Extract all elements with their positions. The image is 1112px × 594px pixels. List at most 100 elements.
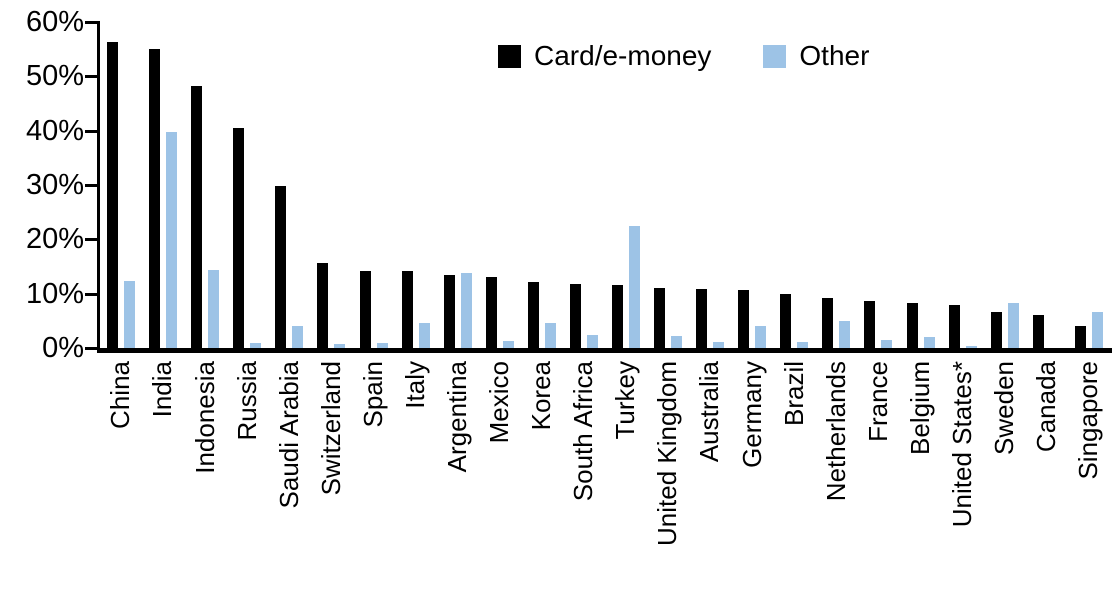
bar-group (437, 22, 479, 348)
y-tick-mark (85, 347, 98, 350)
bar-card-emoney (822, 297, 834, 348)
x-label-cell: Mexico (479, 361, 521, 443)
bar-other (208, 269, 220, 348)
x-axis-label: Korea (526, 361, 557, 431)
x-axis-label: Germany (736, 361, 767, 468)
x-axis-label: Canada (1031, 361, 1062, 453)
bar-group (352, 22, 394, 348)
x-axis-label: India (147, 361, 178, 418)
legend: Card/e-money Other (498, 42, 869, 70)
bar-group (899, 22, 941, 348)
bar-other (586, 335, 598, 348)
bar-group (184, 22, 226, 348)
bar-card-emoney (738, 290, 750, 348)
x-axis-label: Netherlands (820, 361, 851, 502)
y-axis-line (97, 21, 100, 351)
bar-card-emoney (107, 42, 119, 348)
x-label-cell: Canada (1026, 361, 1068, 452)
x-axis-label: Singapore (1073, 361, 1104, 480)
x-label-cell: Saudi Arabia (268, 361, 310, 508)
x-axis-label: Argentina (442, 361, 473, 473)
y-tick-mark (85, 238, 98, 242)
bar-other (713, 342, 725, 348)
bar-group (984, 22, 1026, 348)
bar-other (671, 335, 683, 348)
bar-other (334, 343, 346, 348)
bar-group (479, 22, 521, 348)
x-label-cell: Spain (352, 361, 394, 428)
bar-other (881, 339, 893, 348)
x-axis-label: United States* (946, 361, 977, 528)
bar-other (166, 132, 178, 348)
x-label-cell: Argentina (437, 361, 479, 472)
x-label-cell: Singapore (1068, 361, 1110, 480)
x-label-cell: United Kingdom (647, 361, 689, 546)
y-tick-mark (85, 292, 98, 296)
x-label-cell: Brazil (773, 361, 815, 426)
y-tick-label: 30% (25, 169, 84, 201)
y-tick-label: 40% (25, 114, 84, 147)
x-label-cell: China (100, 361, 142, 429)
x-label-cell: France (857, 361, 899, 442)
x-label-cell: South Africa (563, 361, 605, 501)
x-label-cell: Russia (226, 361, 268, 440)
x-axis-label: Indonesia (189, 361, 220, 474)
bar-other (250, 342, 262, 348)
bar-other (418, 322, 430, 348)
x-axis-label: France (862, 361, 893, 442)
y-tick-label: 0% (42, 332, 84, 364)
bar-group (1068, 22, 1110, 348)
x-label-cell: Korea (521, 361, 563, 430)
legend-label-other: Other (799, 40, 870, 71)
bar-card-emoney (1074, 326, 1086, 348)
bar-other (628, 226, 640, 348)
bar-other (923, 336, 935, 348)
x-axis-label: Brazil (778, 361, 809, 427)
legend-item-other: Other (763, 42, 869, 70)
bar-card-emoney (654, 287, 666, 348)
x-axis-label: Russia (231, 361, 262, 441)
bar-card-emoney (990, 312, 1002, 348)
x-axis-label: Switzerland (315, 361, 346, 496)
bar-other (797, 341, 809, 348)
bar-card-emoney (527, 281, 539, 348)
legend-label-card-emoney: Card/e-money (534, 40, 712, 71)
y-tick-label: 50% (25, 60, 84, 93)
legend-item-card-emoney: Card/e-money (498, 42, 711, 70)
y-tick-mark (85, 75, 98, 79)
bar-card-emoney (485, 277, 497, 348)
x-axis-label: Belgium (904, 361, 935, 455)
bar-group (731, 22, 773, 348)
bar-card-emoney (780, 293, 792, 348)
x-label-cell: Germany (731, 361, 773, 468)
x-axis-label: China (105, 361, 136, 429)
y-tick-label: 60% (25, 6, 84, 38)
y-tick-label: 20% (25, 223, 84, 256)
x-axis-label: Spain (357, 361, 388, 428)
x-axis-label: United Kingdom (652, 361, 683, 546)
x-label-cell: Switzerland (310, 361, 352, 495)
plot-area (100, 22, 1110, 348)
x-label-cell: India (142, 361, 184, 417)
x-label-cell: United States* (942, 361, 984, 527)
bar-card-emoney (864, 300, 876, 348)
y-tick-mark (85, 21, 98, 24)
legend-swatch-card-emoney (498, 44, 521, 68)
bar-other (124, 281, 136, 348)
x-axis-label: South Africa (568, 361, 599, 502)
x-axis-label: Italy (399, 361, 430, 409)
x-axis-label: Saudi Arabia (273, 361, 304, 509)
y-tick-label: 10% (25, 277, 84, 310)
bar-other (376, 342, 388, 348)
bar-group (942, 22, 984, 348)
y-tick-mark (85, 184, 98, 187)
bar-other (1091, 311, 1103, 348)
bar-card-emoney (359, 270, 371, 348)
bar-card-emoney (317, 263, 329, 348)
bar-group (142, 22, 184, 348)
bar-other (292, 326, 304, 348)
x-axis-label: Australia (694, 361, 725, 463)
bar-group (226, 22, 268, 348)
y-tick-mark (85, 129, 98, 133)
